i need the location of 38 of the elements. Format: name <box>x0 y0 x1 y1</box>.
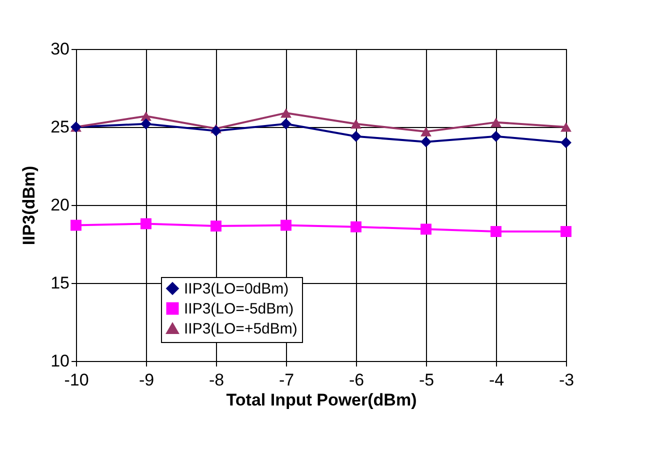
point <box>490 118 502 128</box>
point <box>140 218 152 230</box>
legend-label: IIP3(LO=0dBm) <box>184 280 289 298</box>
point <box>210 125 222 136</box>
point <box>210 220 222 232</box>
point <box>350 221 362 232</box>
y-axis-title: IIP3(dBm) <box>20 166 39 246</box>
point <box>560 122 572 132</box>
point <box>350 130 362 142</box>
y-tick-label: 10 <box>50 352 70 370</box>
point <box>280 220 292 231</box>
y-tick-label: 30 <box>50 40 70 58</box>
point <box>140 118 152 130</box>
point <box>560 137 572 148</box>
x-tick-label: -3 <box>558 370 574 390</box>
point <box>420 136 432 148</box>
point <box>280 118 292 130</box>
point <box>280 108 292 118</box>
point <box>560 226 572 237</box>
point <box>420 126 432 136</box>
x-tick-label: -5 <box>418 370 434 390</box>
point <box>350 119 362 129</box>
y-tick-label: 15 <box>50 274 70 292</box>
x-tick-label: -9 <box>138 370 154 390</box>
point <box>70 220 82 231</box>
y-tick-label: 20 <box>50 196 70 214</box>
x-tick-label: -8 <box>208 370 224 390</box>
point <box>490 226 502 237</box>
x-tick-label: -6 <box>348 370 364 390</box>
y-tick-label: 25 <box>50 118 70 136</box>
x-tick-label: -4 <box>488 370 504 390</box>
x-tick-label: -7 <box>278 370 294 390</box>
legend-label: IIP3(LO=+5dBm) <box>184 320 298 338</box>
x-axis-title: Total Input Power(dBm) <box>226 390 417 410</box>
point <box>420 224 432 235</box>
legend-label: IIP3(LO=-5dBm) <box>184 300 294 318</box>
x-tick-label: -10 <box>64 370 89 390</box>
point <box>490 130 502 142</box>
